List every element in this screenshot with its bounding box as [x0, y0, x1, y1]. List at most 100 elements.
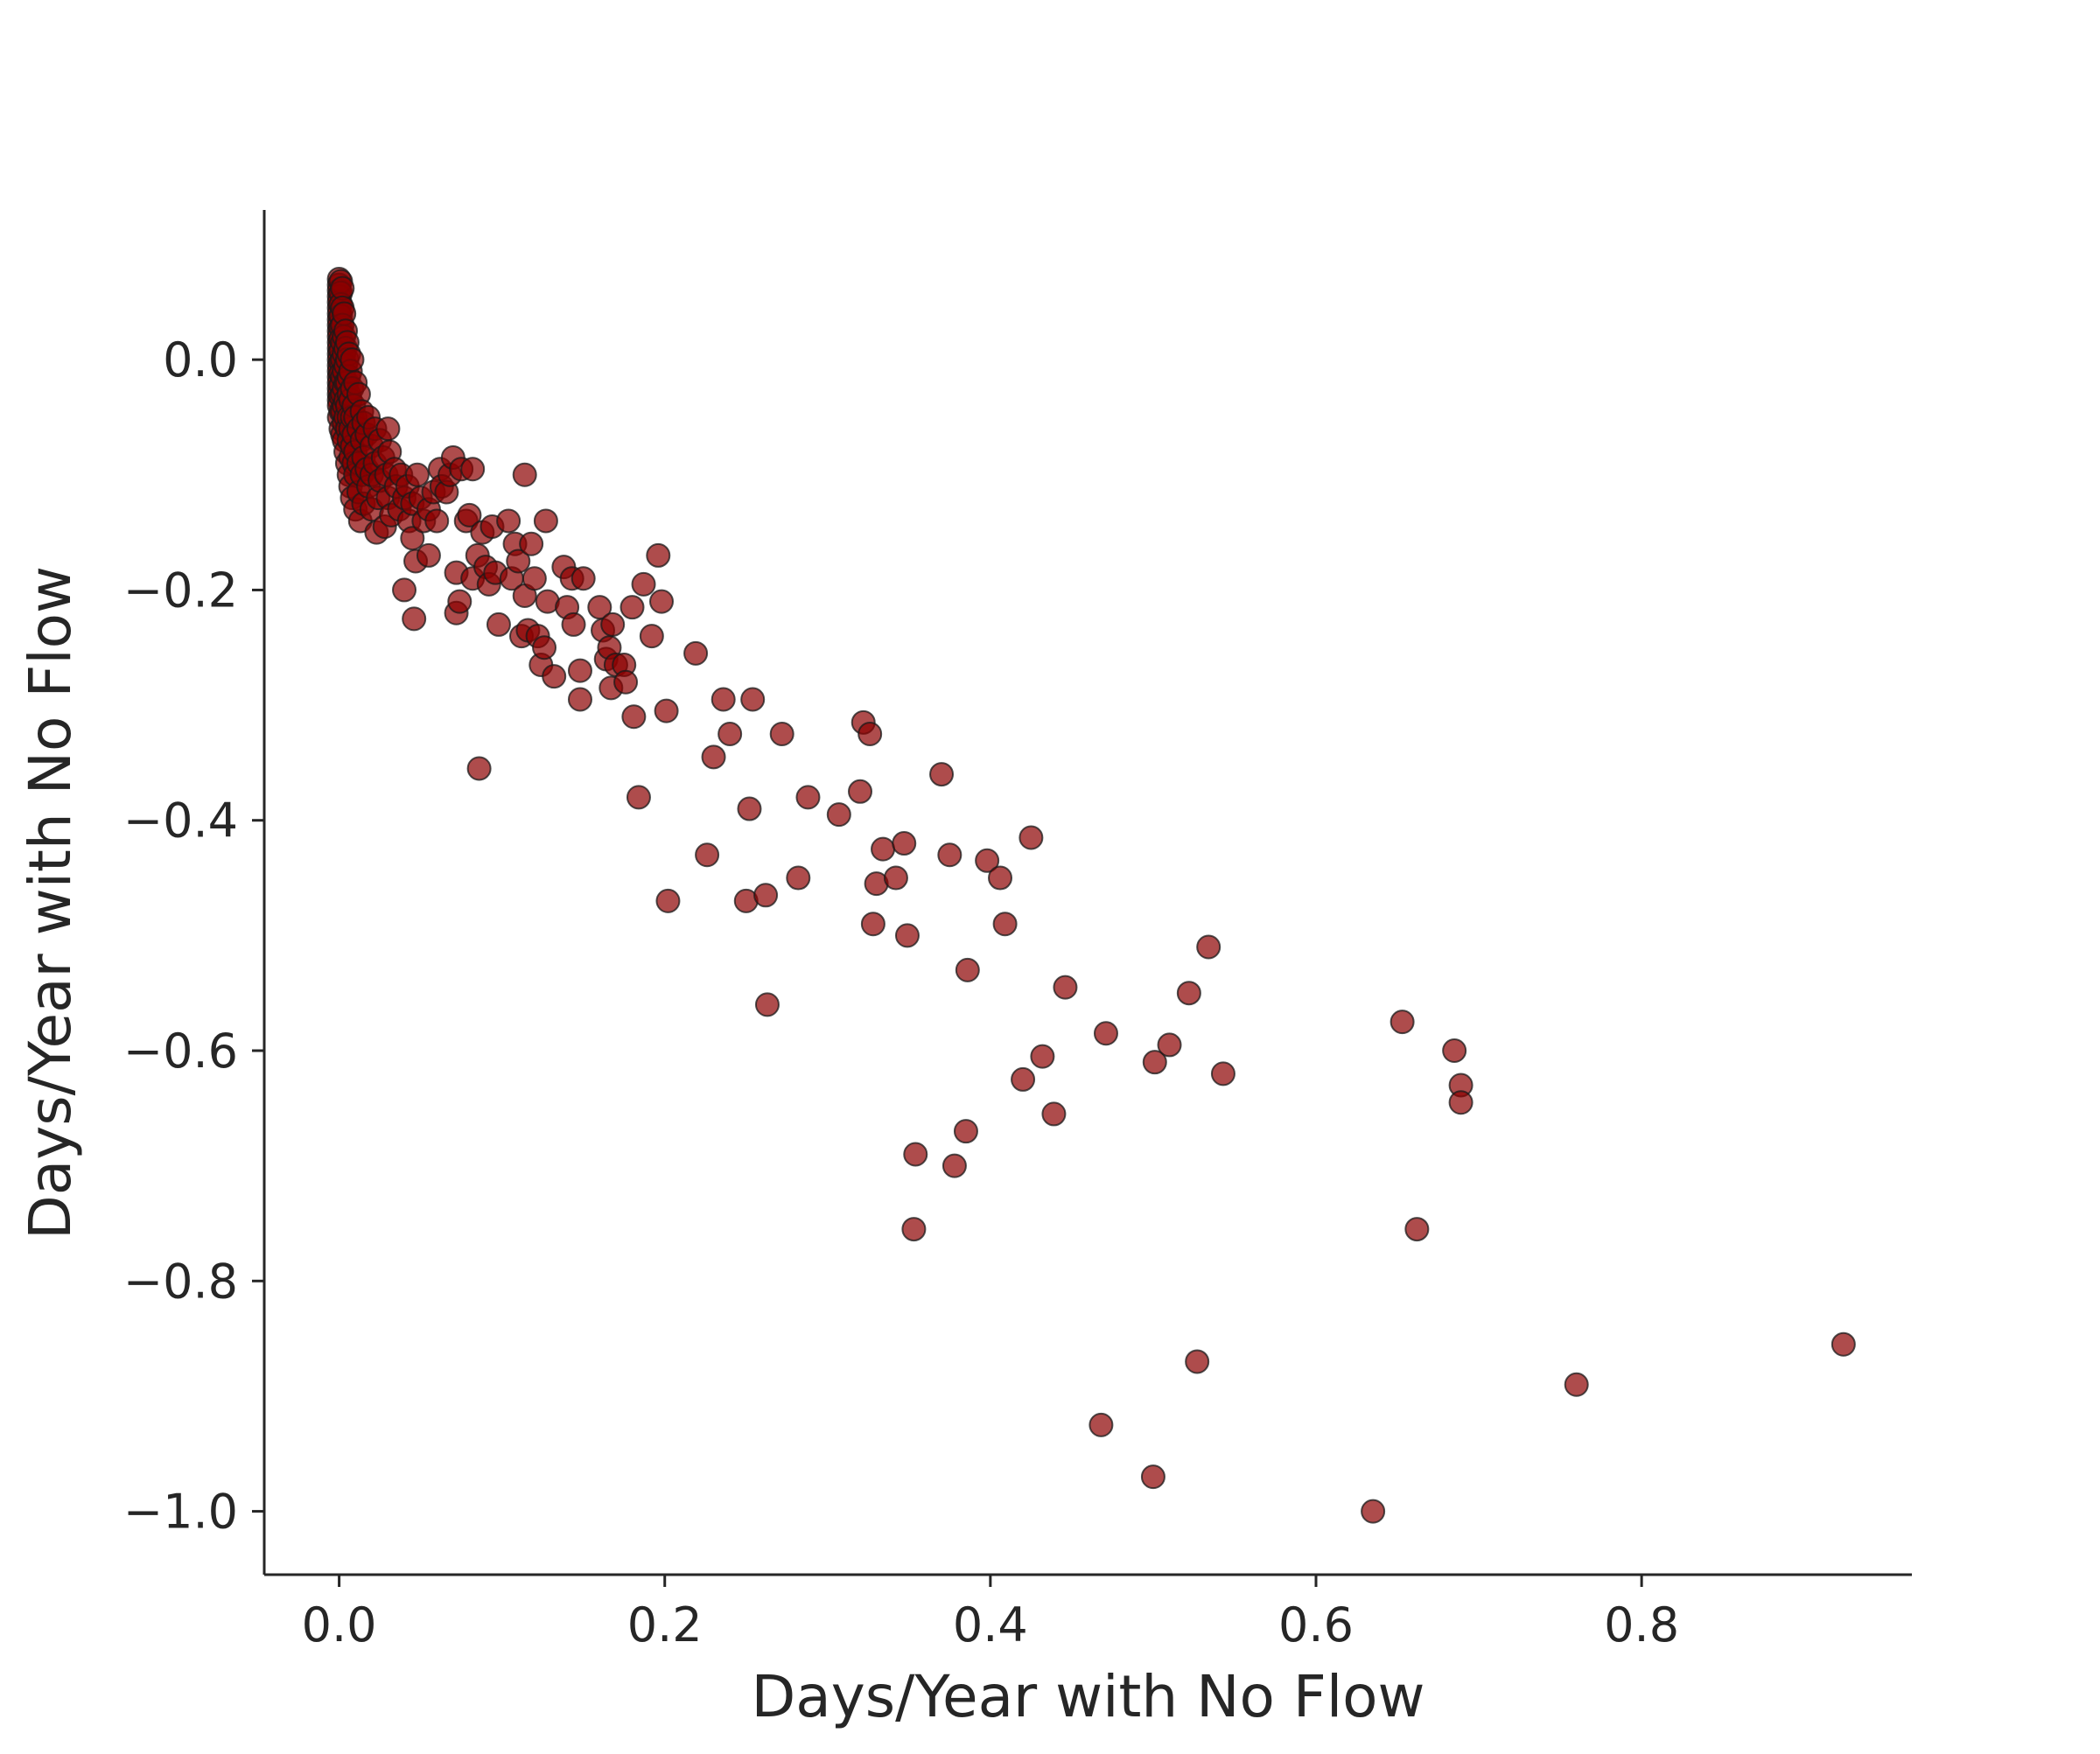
data-point [655, 888, 681, 913]
data-point [1157, 1032, 1182, 1058]
data-point [600, 611, 626, 637]
data-point [894, 923, 920, 948]
data-point [695, 842, 720, 868]
data-point [649, 589, 675, 614]
data-point [1088, 1412, 1114, 1437]
data-point [871, 836, 896, 862]
data-point [1011, 1066, 1036, 1092]
data-point [883, 865, 908, 891]
data-point [1140, 1464, 1166, 1490]
data-point [1448, 1090, 1474, 1115]
data-point [1176, 981, 1201, 1006]
data-point [404, 462, 430, 487]
y-tick-label: −0.2 [123, 563, 238, 618]
data-point [1830, 1331, 1856, 1357]
data-point [375, 416, 401, 442]
data-point [860, 912, 886, 937]
data-point [754, 992, 780, 1017]
data-point [718, 721, 743, 746]
data-point [561, 611, 586, 637]
data-point [466, 756, 492, 781]
data-point [639, 624, 664, 649]
data-point [542, 664, 567, 689]
data-point [826, 802, 851, 828]
data-point [740, 687, 766, 712]
data-point [975, 848, 1000, 873]
data-point [892, 831, 917, 856]
data-point [1185, 1349, 1210, 1374]
data-point [903, 1142, 928, 1167]
data-point [992, 912, 1018, 937]
x-tick-label: 0.2 [627, 1597, 703, 1653]
x-tick-label: 0.0 [302, 1597, 377, 1653]
data-point [942, 1153, 967, 1178]
axes-layer [262, 210, 1912, 1576]
data-point [1018, 825, 1044, 850]
y-axis-label: Days/Year with No Flow [17, 566, 84, 1240]
data-point [621, 704, 647, 730]
data-point [620, 595, 645, 620]
data-point [1041, 1101, 1067, 1127]
data-point [522, 566, 547, 591]
data-point [683, 640, 709, 666]
x-tick-label: 0.6 [1278, 1597, 1354, 1653]
data-point [532, 635, 557, 660]
y-tick-label: −0.4 [123, 793, 238, 849]
data-point [654, 698, 679, 723]
data-point [460, 457, 486, 482]
data-point [1404, 1217, 1430, 1242]
data-point [901, 1217, 927, 1242]
data-point [416, 542, 441, 568]
data-point [1361, 1499, 1386, 1524]
x-axis-label: Days/Year with No Flow [751, 1663, 1424, 1730]
data-point [953, 1119, 978, 1144]
data-point [848, 779, 873, 804]
data-point [955, 957, 980, 982]
data-point [753, 883, 779, 908]
data-point [701, 744, 726, 770]
data-point [519, 531, 544, 556]
data-point [710, 687, 736, 712]
data-point [496, 508, 522, 534]
y-tick-label: 0.0 [163, 332, 238, 388]
data-point [1053, 975, 1078, 1000]
data-point [1390, 1010, 1415, 1035]
data-point [1142, 1050, 1167, 1075]
data-point [937, 842, 962, 868]
data-point [506, 549, 531, 574]
data-point [1093, 1021, 1118, 1046]
y-tick-label: −1.0 [123, 1485, 238, 1540]
data-point [626, 785, 651, 810]
data-point [457, 502, 482, 528]
y-ticks: 0.0 −0.2 −0.4 −0.6 −0.8 −1.0 [123, 332, 264, 1540]
data-point [646, 542, 671, 568]
y-tick-label: −0.8 [123, 1254, 238, 1309]
data-point [486, 611, 511, 637]
data-point [613, 669, 639, 695]
data-point [1442, 1038, 1467, 1064]
data-point [929, 762, 955, 787]
data-point [631, 571, 656, 597]
data-point [567, 658, 592, 683]
data-point [392, 577, 417, 603]
x-tick-label: 0.8 [1604, 1597, 1679, 1653]
data-point [567, 687, 592, 712]
data-point [340, 347, 365, 373]
y-tick-label: −0.6 [123, 1024, 238, 1079]
data-point [988, 865, 1013, 891]
x-ticks: 0.0 0.2 0.4 0.6 0.8 [302, 1575, 1679, 1653]
x-tick-label: 0.4 [953, 1597, 1028, 1653]
data-point [402, 606, 427, 632]
data-point [1564, 1372, 1589, 1397]
data-point [424, 508, 450, 534]
data-point [533, 508, 558, 534]
data-point [447, 589, 472, 614]
data-point [737, 796, 762, 821]
data-point [795, 785, 821, 810]
data-point [786, 865, 811, 891]
data-point [858, 721, 883, 746]
data-point [512, 462, 537, 487]
data-point [570, 566, 596, 591]
